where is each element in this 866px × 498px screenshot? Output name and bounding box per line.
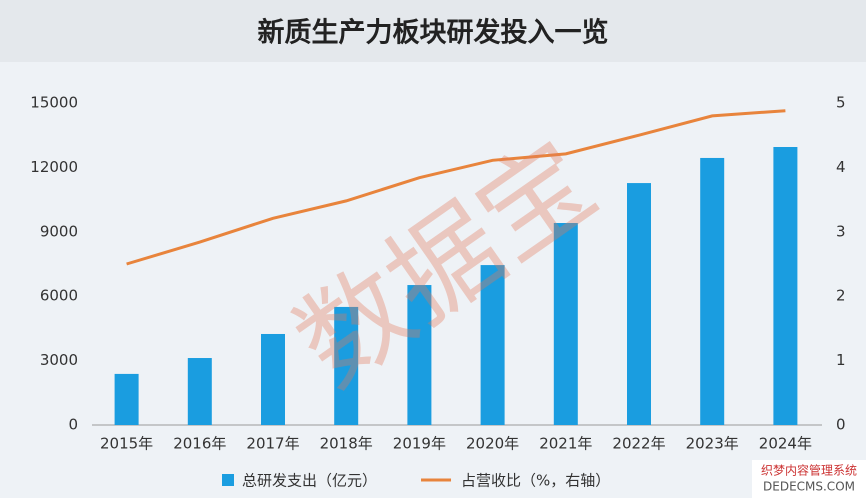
bar: [407, 285, 432, 425]
title-band: [0, 0, 866, 62]
x-tick-label: 2015年: [100, 435, 153, 453]
bar: [700, 157, 725, 426]
corner-text: 织梦内容管理系统: [761, 463, 857, 478]
line: [126, 109, 786, 266]
bar: [261, 333, 285, 425]
x-tick-label: 2021年: [539, 435, 592, 453]
x-tick-label: 2022年: [612, 435, 665, 453]
bar: [553, 222, 578, 425]
bar: [114, 373, 139, 425]
bar: [773, 147, 798, 426]
bar: [627, 183, 651, 425]
legend-label: 总研发支出（亿元）: [242, 472, 377, 490]
bar: [187, 358, 212, 425]
y-tick-label: 3000: [40, 351, 78, 369]
corner-text: DEDECMS.COM: [763, 480, 855, 494]
y2-tick-label: 5: [836, 94, 846, 112]
y2-tick-label: 2: [836, 287, 846, 305]
x-tick-label: 2019年: [393, 435, 446, 453]
y-tick-label: 0: [68, 416, 78, 434]
y2-tick-label: 3: [836, 222, 846, 240]
chart-title: 新质生产力板块研发投入一览: [258, 17, 609, 49]
x-tick-label: 2017年: [246, 435, 299, 453]
x-tick-label: 2016年: [173, 435, 226, 453]
x-tick-label: 2023年: [686, 435, 739, 453]
y2-tick-label: 1: [836, 351, 846, 369]
y-tick-label: 15000: [30, 94, 78, 112]
x-tick-label: 2020年: [466, 435, 519, 453]
y-tick-label: 6000: [40, 287, 78, 305]
bar: [334, 306, 359, 425]
bar: [480, 265, 505, 425]
legend-label: 占营收比（%，右轴）: [461, 472, 610, 490]
x-tick-label: 2024年: [759, 435, 812, 453]
y2-tick-label: 4: [836, 158, 846, 176]
corner-box: [752, 460, 866, 498]
legend-swatch: [222, 474, 234, 486]
plot: 0 3000 6000 9000 12000 15000 0 1 2 3 4 5 2015年 2016年 2…: [30, 94, 845, 490]
y2-tick-label: 0: [836, 416, 846, 434]
y-tick-label: 9000: [40, 222, 78, 240]
y-tick-label: 12000: [30, 158, 78, 176]
x-tick-label: 2018年: [320, 435, 373, 453]
